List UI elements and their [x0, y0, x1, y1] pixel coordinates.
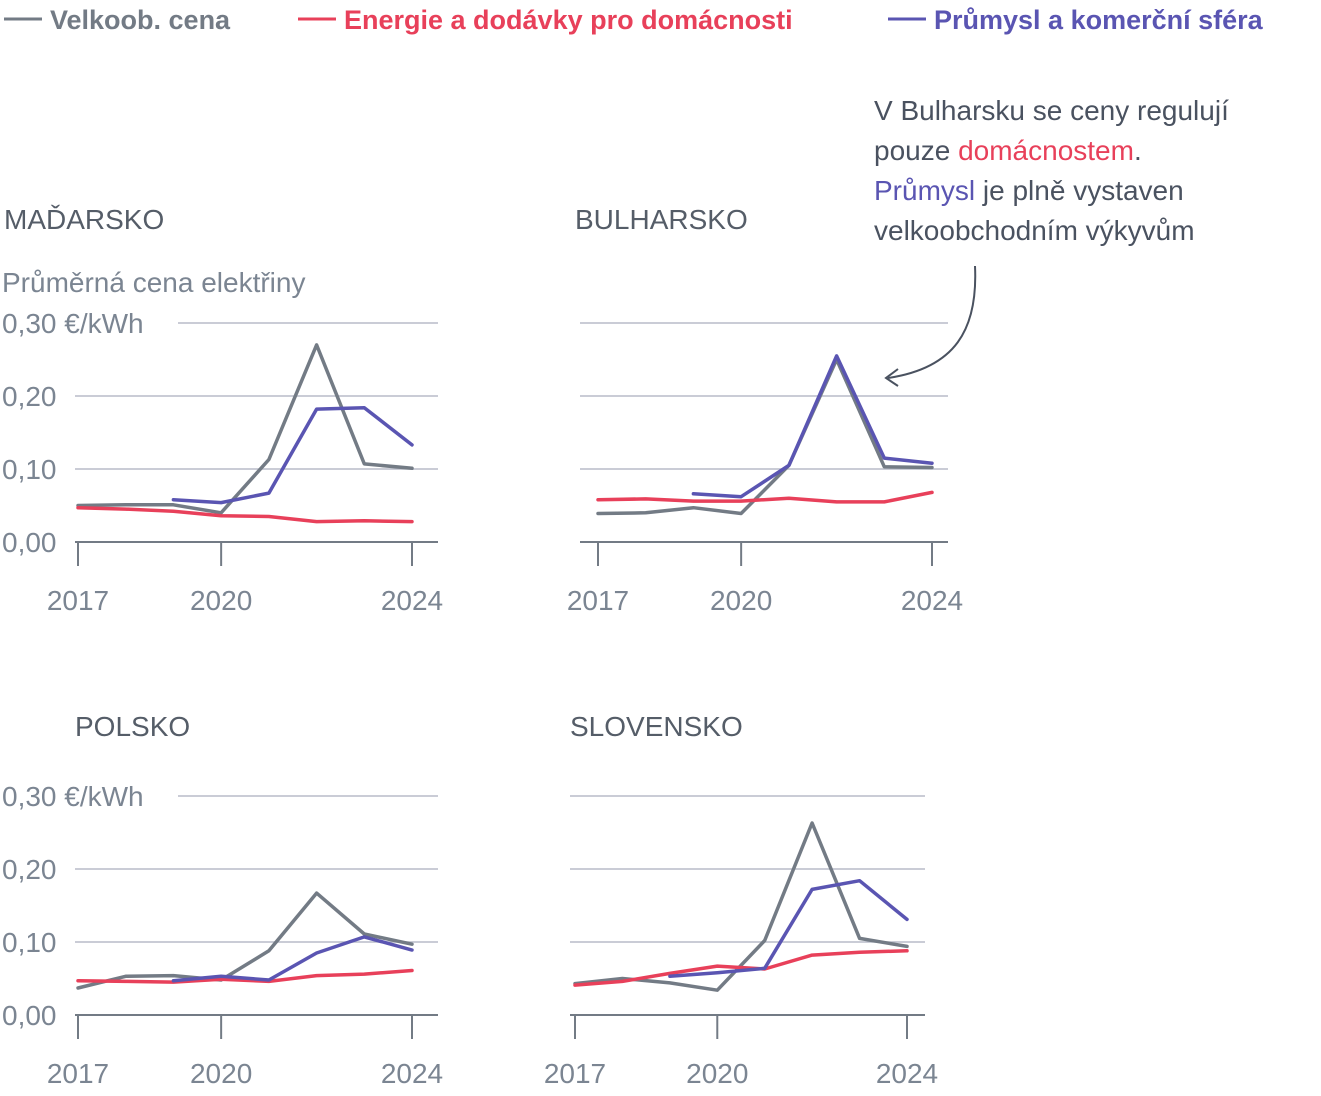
legend-label-households: Energie a dodávky pro domácnosti	[344, 5, 793, 35]
annotation-line-1: V Bulharsku se ceny regulují	[874, 95, 1229, 126]
x-tick-label-hungary-2: 2024	[381, 585, 443, 616]
panel-slovakia: SLOVENSKO 2017 2020 2024	[544, 711, 938, 1089]
panel-title-slovakia: SLOVENSKO	[570, 711, 743, 742]
y-tick-label-hungary-1: 0,10	[2, 454, 57, 485]
panel-title-bulgaria: BULHARSKO	[575, 204, 748, 235]
panel-poland: POLSKO 0,000,100,200,30 €/kWh 2017 2020 20…	[2, 711, 443, 1089]
annotation-highlight-industry: Průmysl	[874, 175, 975, 206]
series-lines-bulgaria	[596, 354, 934, 516]
annotation-highlight-households: domácnostem	[958, 135, 1134, 166]
y-tick-label-poland-1: 0,10	[2, 927, 57, 958]
x-tick-labels-bulgaria: 2017 2020 2024	[567, 585, 963, 616]
annotation-arrow	[887, 265, 977, 379]
annotation-line-3: Průmysl je plně vystaven	[874, 175, 1184, 206]
series-line-slovakia-industry	[668, 878, 909, 979]
x-tick-labels-hungary: 2017 2020 2024	[47, 585, 443, 616]
y-tick-label-poland-0: 0,00	[2, 1000, 57, 1031]
y-tick-label-poland-3: 0,30 €/kWh	[2, 781, 144, 812]
y-tick-labels-hungary: 0,00 0,10 0,20 0,30 €/kWh	[2, 308, 144, 558]
axes-hungary	[77, 542, 413, 566]
series-line-slovakia-wholesale	[573, 821, 909, 992]
x-tick-label-bulgaria-0: 2017	[567, 585, 629, 616]
x-tick-label-slovakia-1: 2020	[686, 1058, 748, 1089]
series-line-bulgaria-wholesale	[596, 357, 934, 516]
series-line-hungary-industry	[171, 405, 414, 505]
series-line-poland-wholesale	[76, 891, 414, 990]
legend-item-wholesale: Velkoob. cena	[4, 5, 231, 35]
annotation-line-2-suffix: .	[1134, 135, 1142, 166]
panel-bulgaria: BULHARSKO 2017 2020 2024	[567, 204, 963, 616]
x-tick-label-hungary-0: 2017	[47, 585, 109, 616]
panel-hungary: MAĎARSKO Průměrná cena elektřiny 0,00 0,1…	[2, 204, 443, 616]
panel-title-hungary: MAĎARSKO	[4, 204, 164, 235]
y-tick-label-hungary-3: 0,30 €/kWh	[2, 308, 144, 339]
y-tick-labels-poland: 0,00 0,10 0,20 0,30 €/kWh	[2, 781, 144, 1031]
y-tick-label-poland-2: 0,20	[2, 854, 57, 885]
panel-subtitle-hungary: Průměrná cena elektřiny	[2, 267, 305, 298]
y-tick-label-hungary-2: 0,20	[2, 381, 57, 412]
x-tick-label-slovakia-2: 2024	[876, 1058, 938, 1089]
annotation: V Bulharsku se ceny regulují pouze domác…	[874, 95, 1229, 387]
annotation-line-2: pouze domácnostem.	[874, 135, 1142, 166]
gridlines-bulgaria	[580, 322, 948, 543]
axes-poland	[77, 1015, 413, 1039]
series-line-poland-households	[76, 968, 414, 984]
x-tick-label-poland-0: 2017	[47, 1058, 109, 1089]
panel-title-poland: POLSKO	[75, 711, 190, 742]
annotation-arrowhead	[884, 368, 899, 387]
series-lines-poland	[76, 891, 414, 990]
series-line-hungary-households	[76, 505, 414, 524]
axes-bulgaria	[597, 542, 933, 566]
x-tick-label-bulgaria-1: 2020	[710, 585, 772, 616]
legend-item-households: Energie a dodávky pro domácnosti	[298, 5, 793, 35]
series-lines-hungary	[76, 343, 414, 524]
x-tick-labels-poland: 2017 2020 2024	[47, 1058, 443, 1089]
x-tick-label-slovakia-0: 2017	[544, 1058, 606, 1089]
x-tick-label-hungary-1: 2020	[190, 585, 252, 616]
series-line-poland-industry	[171, 935, 414, 983]
gridlines-slovakia	[570, 795, 925, 1016]
series-line-slovakia-households	[573, 949, 909, 987]
annotation-line-4: velkoobchodním výkyvům	[874, 215, 1195, 246]
legend-label-industry: Průmysl a komerční sféra	[934, 5, 1264, 35]
annotation-line-2-prefix: pouze	[874, 135, 958, 166]
y-tick-label-hungary-0: 0,00	[2, 527, 57, 558]
annotation-line-3-suffix: je plně vystaven	[975, 175, 1184, 206]
legend: Velkoob. cena Energie a dodávky pro domá…	[4, 5, 1264, 35]
x-tick-label-poland-2: 2024	[381, 1058, 443, 1089]
x-tick-label-poland-1: 2020	[190, 1058, 252, 1089]
series-line-bulgaria-households	[596, 490, 934, 504]
axes-slovakia	[574, 1015, 908, 1039]
legend-label-wholesale: Velkoob. cena	[50, 5, 231, 35]
series-line-bulgaria-industry	[691, 354, 934, 499]
series-line-hungary-wholesale	[76, 343, 414, 515]
gridlines-hungary	[75, 322, 438, 543]
legend-item-industry: Průmysl a komerční sféra	[888, 5, 1264, 35]
series-lines-slovakia	[573, 821, 909, 992]
x-tick-labels-slovakia: 2017 2020 2024	[544, 1058, 938, 1089]
x-tick-label-bulgaria-2: 2024	[901, 585, 963, 616]
